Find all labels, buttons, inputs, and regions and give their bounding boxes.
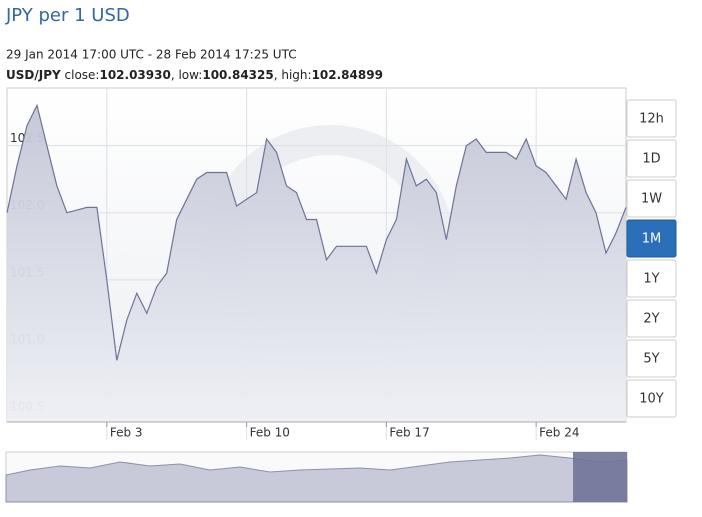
- range-button[interactable]: [626, 99, 677, 138]
- stat-value: 102.84899: [312, 68, 383, 82]
- stat-value: 100.84325: [202, 68, 273, 82]
- title: JPY per 1 USD: [5, 5, 130, 26]
- range-button[interactable]: [626, 219, 677, 258]
- stat-value: 102.03930: [99, 68, 170, 82]
- range-button-label[interactable]: 5Y: [643, 352, 659, 367]
- range-button-label[interactable]: 2Y: [643, 312, 659, 327]
- range-button[interactable]: [626, 139, 677, 178]
- range-button-label[interactable]: 1D: [642, 152, 660, 167]
- range-button[interactable]: [626, 379, 677, 418]
- line: [6, 103, 627, 361]
- stat-value: USD/JPY: [6, 68, 61, 82]
- range-button[interactable]: [626, 179, 677, 218]
- x-tick-label: Feb 17: [389, 426, 429, 440]
- x-tick-label: Feb 24: [539, 426, 579, 440]
- stat-label: high:: [281, 68, 311, 82]
- stats: USD/JPY close:102.03930, low:100.84325, …: [6, 68, 383, 82]
- range-button[interactable]: [626, 299, 677, 338]
- subtitle: 29 Jan 2014 17:00 UTC - 28 Feb 2014 17:2…: [6, 48, 297, 62]
- area: [7, 105, 626, 423]
- stat-label: close:: [65, 68, 100, 82]
- x-tick-label: Feb 10: [250, 426, 290, 440]
- navigator-series: [5, 454, 628, 503]
- range-button-label[interactable]: 12h: [639, 112, 664, 127]
- range-button[interactable]: [626, 259, 677, 298]
- range-button-label[interactable]: 1M: [642, 232, 662, 247]
- range-button-label[interactable]: 1Y: [643, 272, 659, 287]
- range-button-label[interactable]: 10Y: [639, 392, 664, 407]
- x-tick-label: Feb 3: [110, 426, 143, 440]
- range-button[interactable]: [626, 339, 677, 378]
- navigator-window[interactable]: [573, 452, 627, 502]
- range-button-label[interactable]: 1W: [641, 192, 662, 207]
- stat-label: low:: [178, 68, 202, 82]
